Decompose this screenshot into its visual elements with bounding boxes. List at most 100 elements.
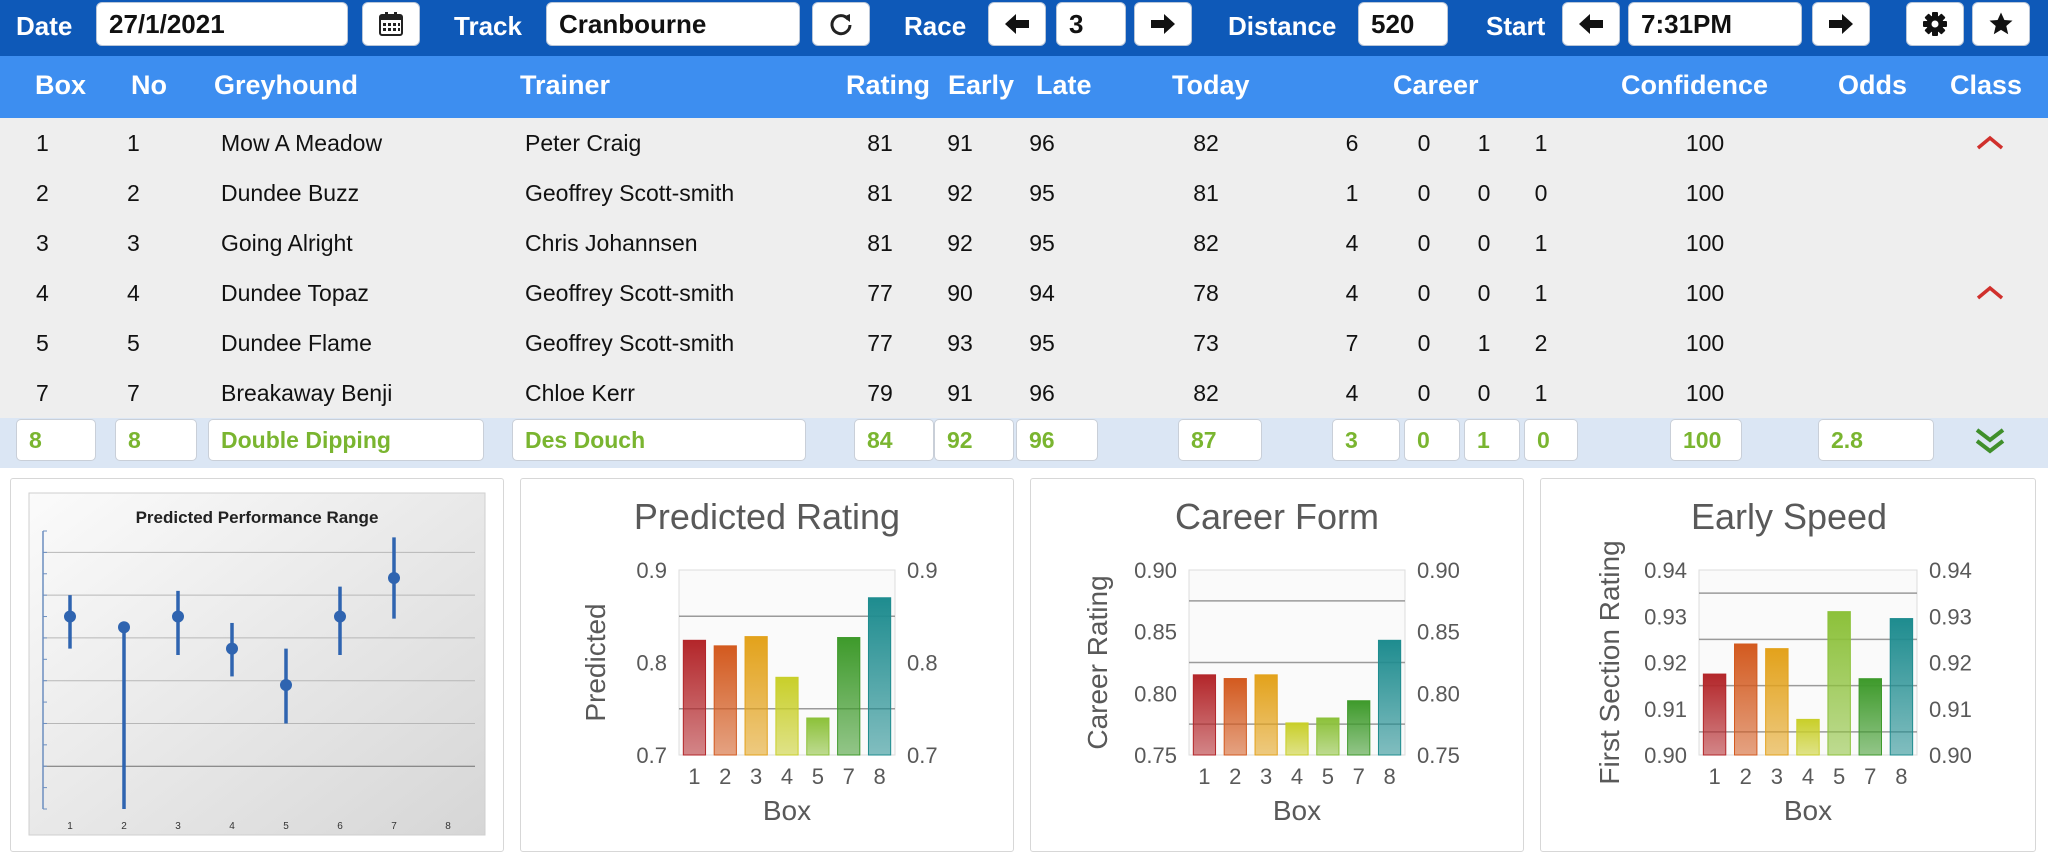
y-tick-label-left: 0.91 bbox=[1644, 697, 1687, 722]
selected-career-thirds[interactable]: 0 bbox=[1524, 419, 1578, 461]
selected-odds[interactable]: 2.8 bbox=[1818, 419, 1934, 461]
x-tick-label: 1 bbox=[67, 821, 73, 832]
cell-career-1: 0 bbox=[1417, 330, 1431, 356]
data-point bbox=[64, 610, 76, 623]
col-trainer[interactable]: Trainer bbox=[520, 70, 611, 100]
selected-no[interactable]: 8 bbox=[115, 419, 197, 461]
table-row[interactable]: 4 4 Dundee Topaz Geoffrey Scott-smith 77 90 94… bbox=[0, 268, 2048, 318]
x-tick-label: 6 bbox=[337, 821, 343, 832]
x-tick-label: 4 bbox=[781, 764, 793, 789]
cell-greyhound: Going Alright bbox=[221, 230, 353, 256]
col-class[interactable]: Class bbox=[1950, 70, 2023, 100]
cell-today: 82 bbox=[1193, 230, 1219, 256]
class-down-icon[interactable] bbox=[1972, 426, 2008, 458]
table-row[interactable]: 5 5 Dundee Flame Geoffrey Scott-smith 77 93 95… bbox=[0, 318, 2048, 368]
y-tick-label-right: 0.9 bbox=[907, 558, 938, 583]
chart-title: Career Form bbox=[1175, 496, 1379, 537]
track-input[interactable]: Cranbourne bbox=[546, 2, 800, 46]
col-early[interactable]: Early bbox=[948, 70, 1015, 100]
x-tick-label: 8 bbox=[1895, 764, 1907, 789]
y-tick-label-left: 0.80 bbox=[1134, 681, 1177, 706]
cell-career-2: 1 bbox=[1477, 330, 1491, 356]
col-greyhound[interactable]: Greyhound bbox=[214, 70, 359, 100]
date-input[interactable]: 27/1/2021 bbox=[96, 2, 348, 46]
race-input[interactable]: 3 bbox=[1056, 2, 1126, 46]
bar bbox=[1377, 639, 1402, 756]
x-tick-label: 1 bbox=[1198, 764, 1210, 789]
selected-rating[interactable]: 84 bbox=[854, 419, 934, 461]
col-rating[interactable]: Rating bbox=[846, 70, 930, 100]
selected-career-seconds[interactable]: 1 bbox=[1464, 419, 1520, 461]
bar bbox=[1192, 674, 1217, 756]
table-row[interactable]: 1 1 Mow A Meadow Peter Craig 81 91 96 82 6 0 1 1 100 bbox=[0, 118, 2048, 168]
cell-career-3: 1 bbox=[1534, 380, 1548, 406]
cell-rating: 79 bbox=[867, 380, 893, 406]
table-row[interactable]: 3 3 Going Alright Chris Johannsen 81 92 95 82 4 0… bbox=[0, 218, 2048, 268]
col-no[interactable]: No bbox=[131, 70, 167, 100]
settings-button[interactable] bbox=[1906, 2, 1964, 46]
col-confidence[interactable]: Confidence bbox=[1621, 70, 1769, 100]
cell-today: 82 bbox=[1193, 380, 1219, 406]
start-time-input[interactable]: 7:31PM bbox=[1628, 2, 1802, 46]
selected-greyhound[interactable]: Double Dipping bbox=[208, 419, 484, 461]
selected-today[interactable]: 87 bbox=[1178, 419, 1262, 461]
cell-box: 3 bbox=[36, 230, 49, 256]
race-next-button[interactable] bbox=[1134, 2, 1192, 46]
col-career[interactable]: Career bbox=[1393, 70, 1479, 100]
start-prev-button[interactable] bbox=[1562, 2, 1620, 46]
cell-late: 95 bbox=[1029, 330, 1055, 356]
col-odds[interactable]: Odds bbox=[1838, 70, 1908, 100]
bar bbox=[1223, 678, 1247, 756]
cell-late: 95 bbox=[1029, 180, 1055, 206]
selected-runner-row[interactable]: 8 8 Double Dipping Des Douch 84 92 96 87… bbox=[0, 418, 2048, 468]
race-prev-button[interactable] bbox=[988, 2, 1046, 46]
cell-greyhound: Mow A Meadow bbox=[221, 130, 383, 156]
cell-trainer: Geoffrey Scott-smith bbox=[525, 180, 735, 206]
selected-late[interactable]: 96 bbox=[1016, 419, 1098, 461]
start-next-button[interactable] bbox=[1812, 2, 1870, 46]
col-box[interactable]: Box bbox=[35, 70, 87, 100]
class-up-icon[interactable] bbox=[1972, 280, 2008, 304]
selected-box[interactable]: 8 bbox=[16, 419, 96, 461]
bar bbox=[1347, 700, 1371, 756]
col-today[interactable]: Today bbox=[1172, 70, 1250, 100]
selected-early[interactable]: 92 bbox=[934, 419, 1014, 461]
predicted-rating-chart-panel: Predicted Rating 1 2 3 4 5 7 8 0.7 0.7 0.8 0.8 0.9 0.… bbox=[520, 478, 1014, 852]
table-row[interactable]: 2 2 Dundee Buzz Geoffrey Scott-smith 81 92 95 8… bbox=[0, 168, 2048, 218]
selected-career-starts[interactable]: 3 bbox=[1332, 419, 1400, 461]
distance-input[interactable]: 520 bbox=[1358, 2, 1448, 46]
bar bbox=[1734, 643, 1758, 756]
bar bbox=[713, 645, 737, 756]
refresh-button[interactable] bbox=[812, 2, 870, 46]
cell-box: 1 bbox=[36, 130, 49, 156]
cell-confidence: 100 bbox=[1685, 230, 1725, 256]
table-row[interactable]: 7 7 Breakaway Benji Chloe Kerr 79 91 96 82 4 0 0 1 1… bbox=[0, 368, 2048, 418]
selected-trainer[interactable]: Des Douch bbox=[512, 419, 806, 461]
early-speed-chart: Early Speed 1 2 3 4 5 7 8 0.90 0.90 0.91 0.91 0.92 0.… bbox=[1594, 496, 1972, 826]
cell-no: 4 bbox=[127, 280, 140, 306]
cell-late: 96 bbox=[1029, 380, 1055, 406]
selected-confidence[interactable]: 100 bbox=[1670, 419, 1742, 461]
x-tick-label: 5 bbox=[1833, 764, 1845, 789]
x-tick-label: 8 bbox=[445, 821, 451, 832]
cell-rating: 81 bbox=[867, 180, 893, 206]
y-tick-label-left: 0.92 bbox=[1644, 651, 1687, 676]
y-axis-label: Predicted bbox=[580, 603, 611, 721]
table-header: Box No Greyhound Trainer Rating Early La… bbox=[0, 56, 2048, 118]
favorite-button[interactable] bbox=[1972, 2, 2030, 46]
gear-icon bbox=[1923, 12, 1947, 36]
class-up-icon[interactable] bbox=[1972, 130, 2008, 154]
bar bbox=[1827, 611, 1851, 756]
cell-box: 5 bbox=[36, 330, 49, 356]
cell-confidence: 100 bbox=[1685, 280, 1725, 306]
x-tick-label: 7 bbox=[1353, 764, 1365, 789]
y-tick-label-right: 0.94 bbox=[1929, 558, 1972, 583]
selected-career-wins[interactable]: 0 bbox=[1404, 419, 1460, 461]
cell-confidence: 100 bbox=[1685, 130, 1725, 156]
cell-career-0: 4 bbox=[1345, 380, 1359, 406]
col-late[interactable]: Late bbox=[1036, 70, 1092, 100]
calendar-button[interactable] bbox=[362, 2, 420, 46]
cell-career-2: 0 bbox=[1477, 380, 1491, 406]
y-tick-label-left: 0.85 bbox=[1134, 620, 1177, 645]
cell-greyhound: Dundee Topaz bbox=[221, 280, 369, 306]
